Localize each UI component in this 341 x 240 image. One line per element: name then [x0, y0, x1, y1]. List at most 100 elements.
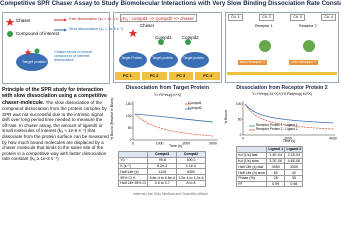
- legend-box: [2, 12, 110, 84]
- y-tick-label: 50: [238, 118, 242, 122]
- page: html, body { margin: 0; padding: 0; } bo…: [0, 0, 341, 196]
- x-tick-label: 0: [132, 142, 134, 146]
- x-tick-label: 2000: [183, 142, 191, 146]
- target-protein-shape: [150, 52, 178, 68]
- kd-order: Kₐ : compd1 >> compd2 >> chaser: [120, 14, 197, 23]
- table2: Ligand 1 Ligand 2 Kd (1/s) fast 1.4E-04 2.1E…: [235, 146, 304, 188]
- assay-graphics: [119, 29, 209, 68]
- table-row: Half Life 95% CI 0.5 to 0.7 8 to 8: [117, 179, 206, 187]
- channels: Ch. 1 Ch. 2 Ch. 3 Ch. 4: [228, 14, 336, 21]
- target-protein-shape: [16, 53, 48, 71]
- plot1-legend: Compd1: [188, 101, 202, 105]
- plot1-legend: Compd2: [188, 106, 202, 110]
- ligand2-curve: [244, 103, 334, 130]
- x-tick-label: 2000: [284, 137, 292, 141]
- plot1: 0 50 100 150 0 1000 2000 3000: [126, 101, 218, 146]
- flow-cell: FC 2: [141, 72, 167, 80]
- table-cell: R²: [235, 180, 268, 188]
- ligand1-curve: [244, 103, 334, 124]
- footer: Internal Use Only Medical and Scientific…: [133, 192, 208, 196]
- legend-graphics: [5, 18, 67, 71]
- plot2-x-label: Time (s): [282, 139, 296, 143]
- chaser-star: [5, 18, 15, 26]
- plot1-title: Dissociation from Target Protein: [125, 85, 210, 91]
- plot2-legend: Receptor Protein 2 - Ligand 2: [256, 127, 298, 131]
- table-header: Compd1 Compd2: [117, 151, 206, 158]
- x-tick-label: 4000: [329, 137, 337, 141]
- compd2-curve: [134, 113, 214, 123]
- y-tick-label: 150: [126, 102, 132, 106]
- fast-arrow-head: [64, 18, 67, 22]
- assay-compd2: Compd2: [182, 35, 199, 40]
- flow-cell: FC 3: [168, 72, 194, 80]
- plot1-x-label: Time (s): [168, 144, 183, 148]
- y-tick-label: 0: [240, 133, 242, 137]
- channel-label: Ch. 1: [228, 14, 243, 21]
- plot2-y-label: % Bound: [224, 109, 229, 124]
- plot2-title: Dissociation from Receptor Protein 2: [236, 85, 328, 91]
- x-tick-label: 3000: [209, 142, 217, 146]
- principle-body: The slow dissociation of the compound di…: [2, 99, 109, 162]
- principle-heading: Principle of the SPR study for interacti…: [2, 87, 107, 106]
- table-row: R² 0.99 0.98: [235, 180, 304, 188]
- y-tick-label: 50: [128, 126, 132, 130]
- table1: Compd1 Compd2 Y0 99.8 100.2 K (s⁻¹) 6.2e-4 1.1e…: [117, 151, 206, 187]
- chaser-star: [24, 49, 32, 56]
- compd1-curve: [134, 113, 214, 137]
- flow-cell: FC 1: [115, 72, 140, 80]
- target-protein-shape: [119, 52, 147, 68]
- legend-compound: Compound of interest: [16, 31, 60, 36]
- channel-label: Ch. 3: [290, 14, 305, 21]
- right-box: [225, 12, 339, 83]
- compd2-icon: [185, 39, 191, 45]
- title: Competitive SPR Chaser Assay to Study Bi…: [0, 0, 341, 7]
- chaser-star: [128, 29, 138, 37]
- table-cell: 8 to 8: [176, 179, 206, 187]
- plot1-y-label: % Bound (Relative to Blank): [110, 97, 115, 140]
- table1-wrap: Compd1 Compd2 Y0 99.8 100.2 K (s⁻¹) 6.2e-4 1.1e…: [117, 151, 206, 187]
- x-tick-label: 0: [242, 137, 244, 141]
- principle: Principle of the SPR study for interacti…: [2, 87, 109, 162]
- plot2: 0 50 100 0 2000 4000: [236, 101, 337, 141]
- plot2-equation: Y=Y0*exp(-K1*X)+(Y0-Plat)*exp(-K2*X): [252, 92, 312, 96]
- table-cell: 0.99: [266, 180, 286, 188]
- compound-icon: [34, 48, 40, 54]
- chip-surface: [227, 72, 337, 75]
- right-graphics: [227, 40, 337, 75]
- antibody-label: Anti-Receptor Y: [289, 59, 319, 66]
- slow-arrow-head: [64, 28, 67, 32]
- legend-fast: Fast dissociation (kₐ = 1e-3 s⁻¹): [69, 17, 123, 21]
- assay-compd1: Compd1: [155, 35, 172, 40]
- receptor-label: Receptor 2: [299, 24, 317, 28]
- receptor-label: Receptor 1: [255, 24, 273, 28]
- channel-label: Ch. 2: [259, 14, 274, 21]
- legend-note: Chaser binds to reveal compound of inter…: [54, 50, 92, 63]
- plot2-legend: Receptor Protein 1 - Ligand 1: [256, 123, 298, 127]
- flow-cells: FC 1 FC 2 FC 3 FC 4: [115, 72, 220, 80]
- y-tick-label: 0: [130, 138, 132, 142]
- antibody-label: Anti-Receptor Y: [238, 59, 268, 66]
- legend-slow: Slow dissociation (kₐ = 1e-6 s⁻¹): [69, 27, 124, 31]
- x-tick-label: 1000: [156, 142, 164, 146]
- compd1-icon: [158, 39, 164, 45]
- assay-box: [113, 12, 222, 83]
- target-protein-shape: [181, 52, 209, 68]
- table-cell: Half Life 95% CI: [117, 179, 149, 187]
- flow-cell: FC 4: [195, 72, 220, 80]
- assay-target: Target Protein: [121, 56, 143, 60]
- receptor-shape: [303, 40, 315, 52]
- plot1-equation: Y=Y0*exp(-K*X): [153, 93, 182, 97]
- graphical-abstract: {"title": "Competitive SPR Chaser Assay …: [0, 0, 341, 196]
- y-tick-label: 100: [126, 114, 132, 118]
- channel-label: Ch. 4: [321, 14, 336, 21]
- assay-chaser: Chaser: [140, 23, 155, 28]
- assay-target: Target protein: [152, 56, 173, 60]
- legend-chaser: Chaser: [16, 18, 31, 23]
- receptor-shape: [259, 40, 271, 52]
- assay-target: Target protein: [183, 56, 204, 60]
- compound-icon: [7, 31, 13, 37]
- table-cell: 0.98: [284, 180, 304, 188]
- y-tick-label: 100: [236, 102, 242, 106]
- legend-target: Target protein: [22, 59, 47, 64]
- table2-wrap: Ligand 1 Ligand 2 Kd (1/s) fast 1.4E-04 2.1E…: [235, 146, 304, 188]
